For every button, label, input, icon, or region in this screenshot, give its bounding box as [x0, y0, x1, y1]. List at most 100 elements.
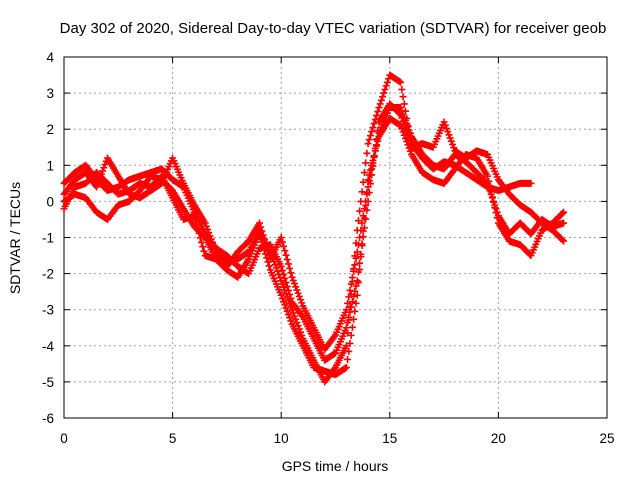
data-point	[484, 172, 492, 180]
data-point	[487, 190, 495, 198]
data-point	[382, 82, 390, 90]
data-point	[283, 293, 291, 301]
data-point	[278, 266, 286, 274]
data-point	[204, 225, 212, 233]
y-tick-label: 2	[46, 122, 54, 137]
data-point	[395, 121, 403, 129]
data-point	[446, 134, 454, 142]
data-point	[492, 205, 500, 213]
data-point	[294, 322, 302, 330]
data-point	[527, 179, 535, 187]
data-point	[360, 205, 368, 213]
data-point	[278, 238, 286, 246]
data-point	[369, 124, 377, 132]
data-point	[286, 299, 294, 307]
data-point	[447, 137, 455, 145]
data-point	[345, 316, 353, 324]
data-point	[560, 208, 568, 216]
data-point	[356, 207, 364, 215]
data-point	[298, 299, 306, 307]
data-point	[287, 269, 295, 277]
data-point	[280, 242, 288, 250]
y-tick-label: 4	[46, 50, 54, 65]
x-tick-label: 25	[599, 431, 614, 446]
data-point	[441, 121, 449, 129]
data-point	[354, 278, 362, 286]
data-point	[377, 96, 385, 104]
data-point	[210, 242, 218, 250]
data-point	[450, 144, 458, 152]
data-point	[397, 122, 405, 130]
y-tick-label: 1	[46, 158, 54, 173]
grid-lines	[64, 57, 607, 418]
data-point	[330, 350, 338, 358]
y-tick-label: -4	[42, 339, 54, 354]
data-point	[288, 306, 296, 314]
data-point	[281, 274, 289, 282]
data-point	[348, 323, 356, 331]
data-point	[348, 274, 356, 282]
data-point	[375, 104, 383, 112]
data-point	[206, 232, 214, 240]
data-point	[399, 110, 407, 118]
data-point	[207, 235, 215, 243]
data-point	[399, 128, 407, 136]
data-point	[443, 124, 451, 132]
data-point	[405, 144, 413, 152]
data-point	[194, 225, 202, 233]
data-point	[363, 190, 371, 198]
data-point	[486, 187, 494, 195]
data-point	[400, 131, 408, 139]
x-tick-label: 0	[60, 431, 68, 446]
data-point	[284, 311, 292, 319]
y-tick-labels: -6 -5 -4 -3 -2 -1 0 1 2 3 4	[42, 50, 55, 426]
data-point	[201, 219, 209, 227]
data-point	[351, 287, 359, 295]
data-point	[200, 232, 208, 240]
data-point	[286, 314, 294, 322]
data-point	[94, 180, 102, 188]
data-point	[449, 140, 457, 148]
data-point	[363, 149, 371, 157]
data-point	[356, 234, 364, 241]
data-point	[283, 307, 291, 315]
data-point	[488, 194, 496, 202]
series-track-1	[60, 100, 535, 364]
data-point	[289, 309, 297, 317]
data-point	[282, 290, 290, 298]
data-point	[353, 291, 361, 299]
data-point	[282, 251, 290, 259]
data-point	[484, 179, 492, 187]
data-point	[364, 140, 372, 148]
data-point	[380, 89, 388, 97]
data-point	[356, 259, 364, 267]
x-axis-label: GPS time / hours	[282, 458, 389, 474]
data-point	[100, 164, 108, 172]
data-point	[352, 254, 360, 262]
data-point	[292, 283, 300, 291]
data-point	[365, 136, 373, 144]
data-point	[199, 243, 207, 251]
data-point	[281, 301, 289, 309]
data-point	[358, 240, 366, 248]
data-point	[101, 160, 109, 168]
data-point	[278, 280, 286, 288]
data-point	[295, 292, 303, 300]
data-point	[357, 253, 365, 261]
data-point	[373, 141, 381, 149]
axis-ticks	[63, 56, 608, 419]
data-point	[342, 363, 350, 371]
data-point	[376, 100, 384, 108]
data-point	[284, 296, 292, 304]
data-point	[395, 77, 403, 85]
data-point	[369, 159, 377, 167]
data-point	[381, 85, 389, 93]
data-point	[259, 231, 267, 239]
data-point	[346, 286, 354, 294]
data-point	[286, 264, 294, 272]
data-point	[383, 78, 391, 86]
x-tick-labels: 0 5 10 15 20 25	[60, 431, 614, 446]
data-point	[358, 219, 366, 227]
data-point	[282, 304, 290, 312]
